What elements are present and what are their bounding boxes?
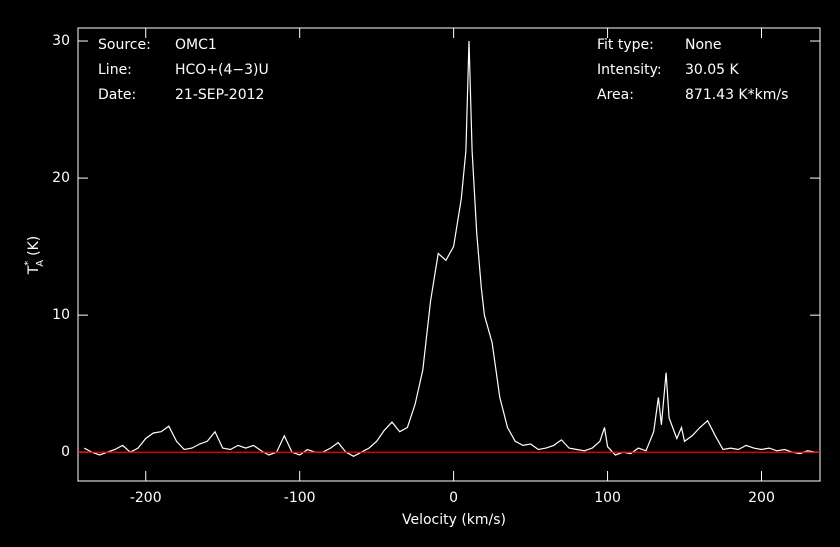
plot-frame xyxy=(77,27,821,482)
annotation-value: 21-SEP-2012 xyxy=(175,87,264,103)
spectrum-line xyxy=(83,40,816,457)
annotation-value: OMC1 xyxy=(175,37,217,53)
annotation-label: Fit type: xyxy=(597,37,654,53)
y-tick-label: 30 xyxy=(52,33,70,49)
y-tick-label: 20 xyxy=(52,170,70,186)
annotation-label: Line: xyxy=(98,62,132,78)
x-tick-label: 100 xyxy=(594,490,621,506)
annotation-value: 871.43 K*km/s xyxy=(685,87,788,103)
annotation-label: Source: xyxy=(98,37,151,53)
annotation-label: Area: xyxy=(597,87,634,103)
x-tick-label: -200 xyxy=(130,490,162,506)
annotation-value: HCO+(4−3)U xyxy=(175,62,269,78)
x-tick-label: 200 xyxy=(748,490,775,506)
y-tick-label: 10 xyxy=(52,307,70,323)
x-tick-label: 0 xyxy=(449,490,458,506)
annotation-label: Date: xyxy=(98,87,136,103)
x-tick-label: -100 xyxy=(284,490,316,506)
y-tick-label: 0 xyxy=(61,444,70,460)
x-axis-label: Velocity (km/s) xyxy=(402,512,506,528)
annotation-value: 30.05 K xyxy=(685,62,740,78)
annotation-label: Intensity: xyxy=(597,62,662,78)
y-axis-label: T*A(K) xyxy=(23,236,46,276)
annotation-value: None xyxy=(685,37,722,53)
